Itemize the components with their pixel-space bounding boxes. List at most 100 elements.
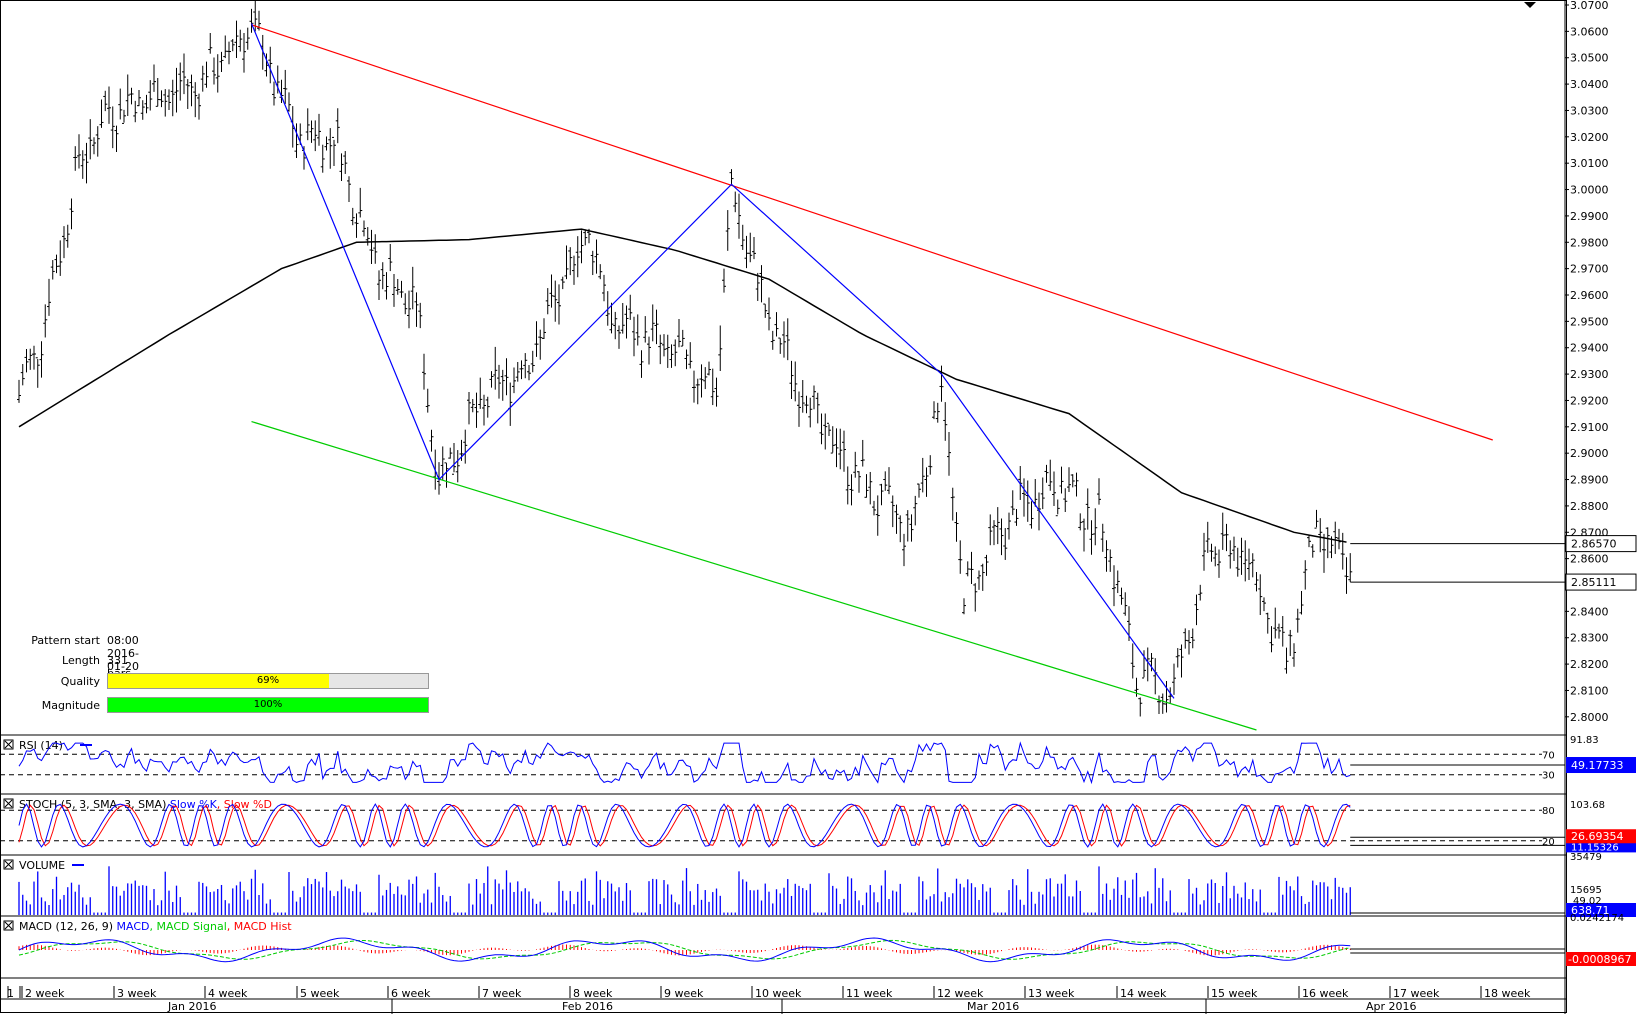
price-bar: [167, 89, 171, 110]
price-bar: [1292, 643, 1296, 667]
pattern-start-label: Pattern start: [31, 634, 100, 647]
price-bar: [440, 446, 445, 480]
price-bar: [347, 176, 351, 203]
price-bar: [463, 429, 468, 464]
price-bar: [969, 551, 974, 584]
price-bar: [84, 142, 89, 184]
price-bar: [1100, 523, 1105, 552]
price-bar: [834, 428, 839, 468]
price-bar: [309, 120, 314, 143]
price-bar: [429, 429, 434, 452]
price-bar: [909, 514, 914, 542]
price-bar: [1085, 488, 1090, 530]
price-bar: [388, 244, 393, 272]
price-bar: [1318, 518, 1323, 553]
price-bar: [1194, 594, 1199, 626]
price-bar: [1295, 608, 1300, 633]
price-bar: [575, 236, 580, 278]
price-bar: [380, 262, 385, 290]
stoch-k-name: Slow %K: [170, 798, 218, 811]
price-bar: [1082, 518, 1086, 552]
price-bar: [770, 330, 775, 350]
macd-current-box: [1566, 952, 1636, 966]
volume-current-label: 638.71: [1571, 904, 1610, 917]
price-bar: [384, 272, 389, 300]
price-bar: [358, 187, 363, 218]
price-tick-label: 2.9400: [1570, 342, 1609, 355]
price-bar: [872, 500, 876, 516]
price-bar: [455, 450, 460, 483]
price-bar: [905, 510, 910, 542]
price-bar: [549, 274, 554, 308]
price-tick-label: 2.9600: [1570, 289, 1609, 302]
price-bar: [399, 280, 404, 298]
price-bar: [99, 99, 104, 128]
price-bar: [1052, 471, 1056, 507]
price-bar: [73, 146, 78, 171]
price-bar: [752, 237, 756, 260]
price-bar: [729, 169, 734, 186]
price-bar: [1093, 508, 1098, 546]
price-bar: [1078, 513, 1083, 531]
price-bar: [500, 369, 505, 401]
price-bar: [159, 90, 164, 108]
week-label: 14 week: [1120, 987, 1167, 1000]
price-bar: [707, 361, 711, 376]
price-bar: [204, 61, 209, 88]
week-label: 10 week: [755, 987, 802, 1000]
price-bar: [1280, 616, 1285, 647]
price-bar: [339, 153, 344, 182]
rsi-line: [18, 741, 1351, 785]
price-bar: [572, 255, 576, 285]
price-bar: [1010, 490, 1015, 516]
price-bar: [88, 119, 93, 160]
price-bar: [688, 342, 693, 369]
price-tick-label: 2.9500: [1570, 315, 1609, 328]
price-bar: [50, 260, 55, 280]
price-bar: [1340, 532, 1345, 570]
price-bar: [1224, 523, 1229, 552]
price-bar: [748, 232, 753, 263]
price-bar: [763, 303, 768, 318]
stoch-level-label: 80: [1542, 806, 1555, 817]
price-bar: [1119, 587, 1124, 605]
price-bar: [902, 533, 906, 567]
price-bar: [54, 254, 59, 274]
price-bar: [890, 495, 895, 528]
week-label: 16 week: [1302, 987, 1349, 1000]
price-bar: [474, 392, 479, 428]
price-bar: [324, 136, 329, 151]
price-tick-label: 2.9100: [1570, 421, 1609, 434]
dropdown-icon: [1524, 2, 1536, 8]
price-bar: [425, 388, 430, 413]
price-bar: [714, 377, 719, 407]
price-bar: [242, 32, 246, 73]
price-bar: [598, 264, 603, 280]
price-tick-label: 2.9800: [1570, 236, 1609, 249]
price-bar: [1175, 648, 1180, 668]
price-bar: [1003, 528, 1008, 560]
price-bar: [602, 274, 606, 302]
stoch-current-box-2: [1566, 840, 1636, 853]
price-bar: [553, 280, 558, 322]
price-tick-label: 3.0600: [1570, 25, 1609, 38]
price-bar: [898, 515, 903, 543]
price-bar: [624, 305, 629, 339]
price-tick-label: 3.0500: [1570, 52, 1609, 65]
price-bar: [1153, 658, 1158, 695]
price-bar: [677, 318, 681, 348]
price-bar: [812, 385, 816, 410]
price-bar: [857, 471, 861, 493]
price-bar: [560, 276, 565, 290]
macd-max-label: 0.0242174: [1570, 913, 1624, 924]
price-bar: [864, 474, 869, 498]
macd-name: MACD: [117, 920, 150, 933]
price-bar: [759, 265, 764, 303]
price-bar: [710, 368, 715, 406]
price-bar: [545, 288, 550, 315]
price-bar: [1235, 547, 1240, 577]
price-bar: [1089, 520, 1094, 555]
price-bar: [703, 367, 708, 390]
price-bar: [1198, 584, 1203, 601]
